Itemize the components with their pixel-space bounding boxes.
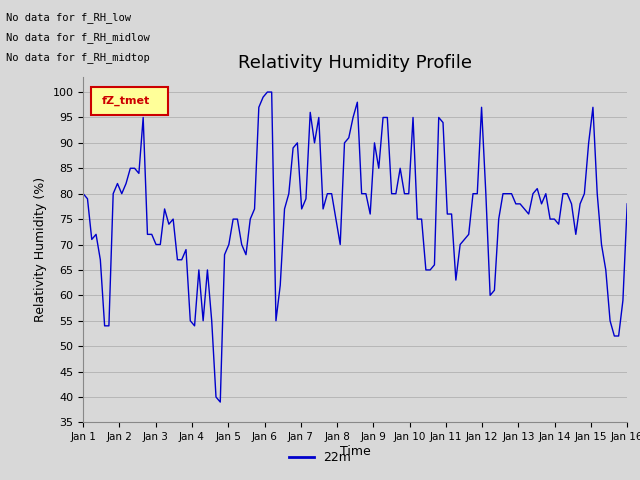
Legend: 22m: 22m [284, 446, 356, 469]
Text: No data for f_RH_midlow: No data for f_RH_midlow [6, 32, 150, 43]
Text: fZ_tmet: fZ_tmet [102, 96, 150, 106]
Title: Relativity Humidity Profile: Relativity Humidity Profile [238, 54, 472, 72]
Text: No data for f_RH_low: No data for f_RH_low [6, 12, 131, 23]
FancyBboxPatch shape [92, 87, 168, 115]
X-axis label: Time: Time [340, 445, 371, 458]
Y-axis label: Relativity Humidity (%): Relativity Humidity (%) [34, 177, 47, 322]
Text: No data for f_RH_midtop: No data for f_RH_midtop [6, 52, 150, 63]
